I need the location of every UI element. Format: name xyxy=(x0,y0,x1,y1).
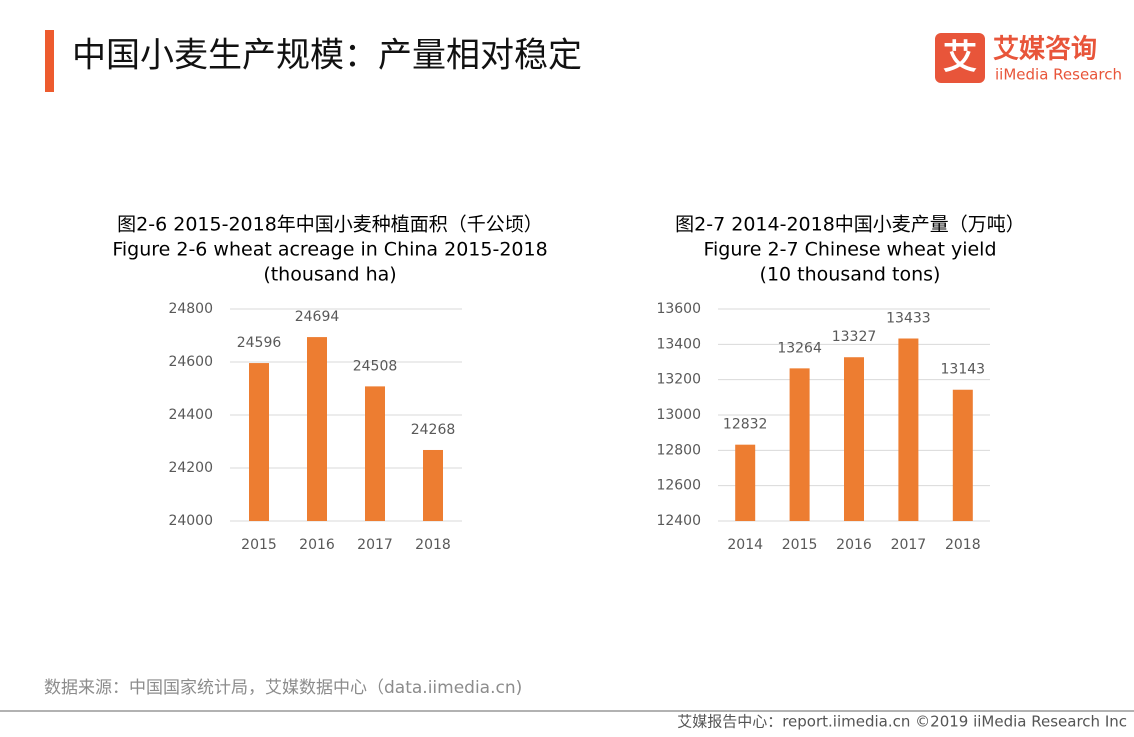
bar xyxy=(735,444,756,521)
logo-sub: iiMedia Research xyxy=(995,66,1122,84)
x-tick-label: 2018 xyxy=(945,537,981,553)
value-label: 13327 xyxy=(832,329,877,345)
bar xyxy=(249,363,269,521)
bar xyxy=(952,389,973,521)
bar xyxy=(844,357,864,521)
value-label: 13264 xyxy=(777,340,822,356)
y-tick-label: 24200 xyxy=(168,460,213,476)
logo-box xyxy=(935,33,985,83)
source: 数据来源：中国国家统计局，艾媒数据中心（data.iimedia.cn) xyxy=(44,678,522,698)
chart-title: 图2-7 2014-2018中国小麦产量（万吨） xyxy=(675,214,1025,236)
x-tick-label: 2018 xyxy=(415,537,451,553)
bar xyxy=(423,449,443,521)
bar xyxy=(789,368,810,521)
bar xyxy=(365,386,385,521)
y-tick-label: 12800 xyxy=(656,442,701,458)
logo-mark: 艾 xyxy=(943,38,977,78)
bar xyxy=(307,337,327,521)
chart-title: Figure 2-7 Chinese wheat yield xyxy=(703,239,996,261)
y-tick-label: 12400 xyxy=(656,513,701,529)
value-label: 24694 xyxy=(295,309,340,325)
x-tick-label: 2017 xyxy=(891,537,927,553)
y-tick-label: 24600 xyxy=(168,354,213,370)
value-label: 24268 xyxy=(411,422,456,438)
value-label: 24596 xyxy=(237,335,282,351)
x-tick-label: 2017 xyxy=(357,537,393,553)
x-tick-label: 2015 xyxy=(241,537,277,553)
x-tick-label: 2015 xyxy=(782,537,818,553)
value-label: 13433 xyxy=(886,311,931,327)
x-tick-label: 2014 xyxy=(727,537,763,553)
y-tick-label: 24000 xyxy=(168,513,213,529)
value-label: 12832 xyxy=(723,417,768,433)
y-tick-label: 24800 xyxy=(168,301,213,317)
logo-name: 艾媒咨询 xyxy=(993,34,1097,65)
bar xyxy=(898,338,919,521)
page-title: 中国小麦生产规模：产量相对稳定 xyxy=(72,36,582,76)
y-tick-label: 12600 xyxy=(656,478,701,494)
y-tick-label: 13400 xyxy=(656,336,701,352)
y-tick-label: 13600 xyxy=(656,301,701,317)
y-tick-label: 13200 xyxy=(656,372,701,388)
value-label: 24508 xyxy=(353,358,398,374)
value-label: 13143 xyxy=(941,362,986,378)
chart-title: (thousand ha) xyxy=(263,264,396,286)
y-tick-label: 13000 xyxy=(656,407,701,423)
x-tick-label: 2016 xyxy=(299,537,335,553)
footer: 艾媒报告中心：report.iimedia.cn ©2019 iiMedia R… xyxy=(677,713,1127,731)
chart-title: (10 thousand tons) xyxy=(760,264,941,286)
x-tick-label: 2016 xyxy=(836,537,872,553)
title-accent xyxy=(45,30,54,92)
y-tick-label: 24400 xyxy=(168,407,213,423)
chart-title: 图2-6 2015-2018年中国小麦种植面积（千公顷） xyxy=(117,214,543,236)
chart-title: Figure 2-6 wheat acreage in China 2015-2… xyxy=(112,239,547,261)
